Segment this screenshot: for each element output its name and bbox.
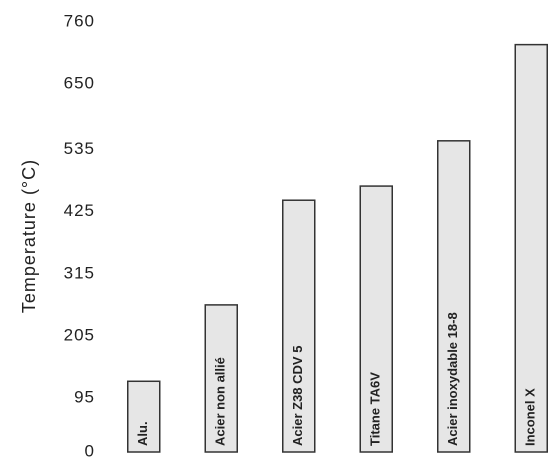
y-axis-label: Temperature (°C) bbox=[19, 159, 39, 313]
bar bbox=[359, 185, 393, 453]
y-tick-label: 315 bbox=[64, 263, 95, 282]
y-tick-label: 650 bbox=[64, 74, 95, 93]
bar bbox=[514, 43, 548, 453]
category-label: Acier Z38 CDV 5 bbox=[290, 346, 305, 446]
category-label: Acier non allié bbox=[213, 357, 228, 446]
y-tick-label: 760 bbox=[64, 11, 95, 30]
y-tick-label: 425 bbox=[64, 201, 95, 220]
bar bbox=[282, 199, 316, 453]
category-label: Acier inoxydable 18-8 bbox=[445, 312, 460, 446]
y-tick-label: 535 bbox=[64, 139, 95, 158]
y-tick-label: 95 bbox=[74, 388, 95, 407]
y-tick-label: 205 bbox=[64, 325, 95, 344]
y-tick-label: 0 bbox=[85, 441, 95, 459]
category-label: Inconel X bbox=[523, 388, 538, 446]
category-label: Alu. bbox=[135, 421, 150, 446]
category-label: Titane TA6V bbox=[368, 372, 383, 446]
bar bbox=[437, 140, 471, 453]
bar bbox=[204, 304, 238, 453]
bar bbox=[127, 380, 161, 453]
